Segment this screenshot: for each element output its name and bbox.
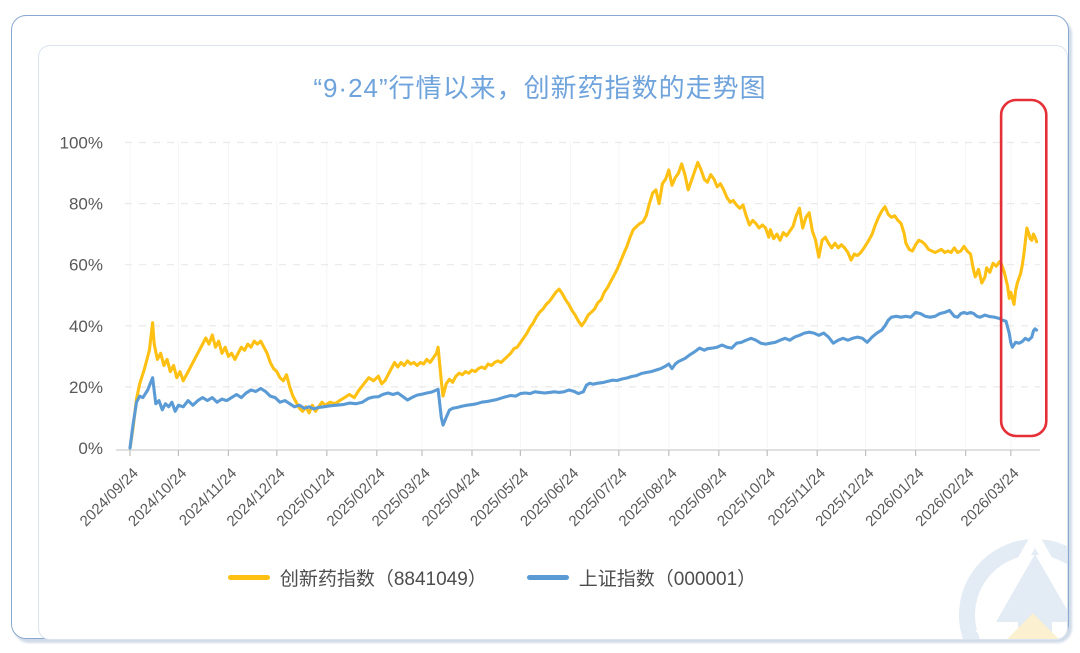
legend-label-innovation-drug-index: 创新药指数（8841049） [279, 569, 487, 590]
legend-item-shanghai-composite: 上证指数（000001） [526, 564, 757, 591]
y-axis-tick-label: 80% [69, 195, 103, 214]
y-axis-tick-label: 0% [78, 439, 103, 458]
chart-legend: 创新药指数（8841049） 上证指数（000001） [0, 564, 1032, 591]
watermark-cut-left [975, 535, 1040, 637]
shanghai-composite-line-swatch [526, 575, 569, 580]
watermark-cut-right [1030, 535, 1067, 604]
innovation-drug-line-swatch [227, 575, 270, 580]
chart-title: “9·24”行情以来，创新药指数的走势图 [313, 73, 767, 103]
innovation-drug-index-line [128, 160, 1039, 450]
card-outer-border: 富国基金 [11, 15, 1069, 640]
watermark-diamond [996, 613, 1067, 639]
watermark-peak [996, 554, 1067, 639]
y-axis-tick-label: 40% [69, 317, 103, 336]
fullgoal-fund-watermark-logo: 富国基金 [959, 535, 1067, 639]
shanghai-composite-line [128, 308, 1039, 450]
y-axis-tick-label: 20% [69, 378, 103, 397]
legend-label-shanghai-composite: 上证指数（000001） [578, 569, 757, 590]
legend-item-innovation-drug-index: 创新药指数（8841049） [227, 564, 487, 591]
highlight-box [999, 98, 1048, 438]
y-axis-tick-label: 60% [69, 256, 103, 275]
y-axis-tick-label: 100% [60, 134, 103, 153]
